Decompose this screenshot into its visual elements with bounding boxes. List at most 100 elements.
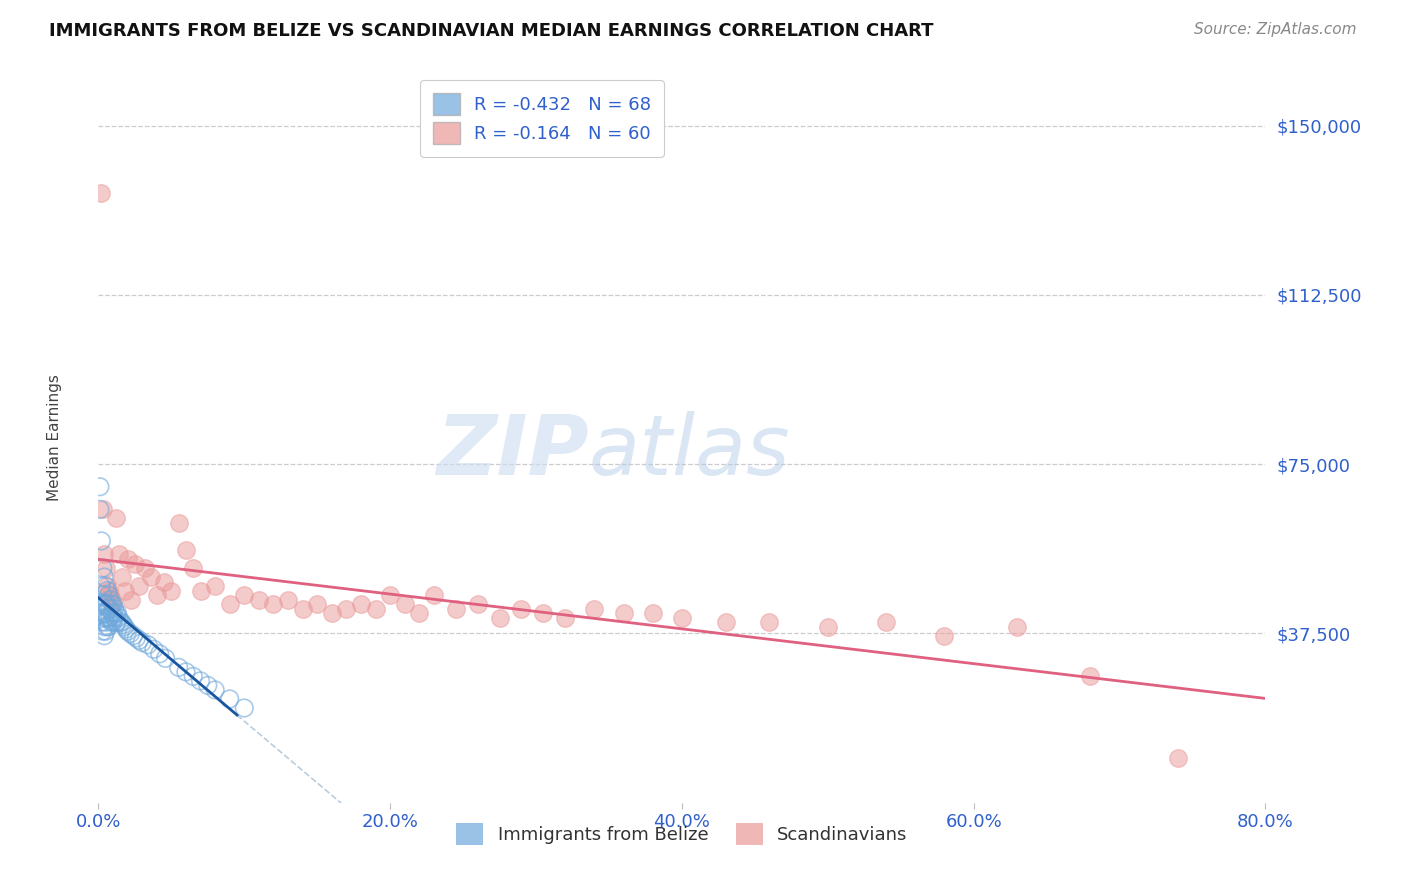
Point — [94, 624, 117, 639]
Point — [91, 502, 114, 516]
Text: Median Earnings: Median Earnings — [46, 374, 62, 500]
Point — [394, 597, 416, 611]
Point — [117, 624, 139, 639]
Point — [120, 626, 142, 640]
Point — [101, 597, 124, 611]
Point — [97, 583, 120, 598]
Point — [510, 601, 533, 615]
Point — [1080, 669, 1102, 683]
Point — [100, 597, 122, 611]
Point — [181, 561, 204, 575]
Point — [488, 610, 510, 624]
Point — [94, 561, 117, 575]
Point — [91, 624, 114, 639]
Point — [97, 601, 120, 615]
Point — [321, 606, 343, 620]
Point — [128, 633, 150, 648]
Point — [758, 615, 780, 630]
Point — [174, 665, 197, 679]
Point — [91, 588, 114, 602]
Point — [94, 606, 117, 620]
Point — [98, 588, 121, 602]
Point — [423, 588, 446, 602]
Point — [89, 502, 111, 516]
Point — [641, 606, 664, 620]
Point — [350, 597, 373, 611]
Point — [105, 606, 128, 620]
Point — [104, 511, 127, 525]
Text: Source: ZipAtlas.com: Source: ZipAtlas.com — [1194, 22, 1357, 37]
Point — [934, 629, 956, 643]
Point — [291, 601, 314, 615]
Point — [408, 606, 430, 620]
Point — [101, 606, 124, 620]
Point — [91, 561, 114, 575]
Point — [307, 597, 329, 611]
Point — [90, 579, 112, 593]
Point — [90, 533, 112, 548]
Point — [100, 606, 122, 620]
Point — [94, 615, 117, 630]
Point — [124, 557, 146, 571]
Point — [111, 615, 134, 630]
Point — [444, 601, 467, 615]
Point — [197, 678, 219, 692]
Point — [160, 583, 183, 598]
Text: IMMIGRANTS FROM BELIZE VS SCANDINAVIAN MEDIAN EARNINGS CORRELATION CHART: IMMIGRANTS FROM BELIZE VS SCANDINAVIAN M… — [49, 22, 934, 40]
Point — [108, 548, 131, 562]
Point — [131, 635, 153, 649]
Point — [100, 592, 122, 607]
Point — [115, 622, 138, 636]
Legend: Immigrants from Belize, Scandinavians: Immigrants from Belize, Scandinavians — [441, 809, 922, 860]
Point — [98, 601, 121, 615]
Point — [114, 583, 136, 598]
Point — [93, 629, 115, 643]
Point — [467, 597, 489, 611]
Point — [93, 570, 115, 584]
Point — [96, 583, 118, 598]
Point — [139, 570, 162, 584]
Point — [96, 610, 118, 624]
Point — [233, 701, 256, 715]
Point — [149, 647, 172, 661]
Point — [531, 606, 554, 620]
Point — [101, 597, 124, 611]
Point — [134, 561, 156, 575]
Point — [146, 588, 169, 602]
Point — [97, 588, 120, 602]
Point — [554, 610, 576, 624]
Point — [247, 592, 270, 607]
Point — [96, 579, 118, 593]
Text: atlas: atlas — [589, 411, 790, 492]
Point — [1167, 750, 1189, 764]
Point — [98, 592, 121, 607]
Point — [671, 610, 693, 624]
Point — [96, 597, 118, 611]
Point — [714, 615, 737, 630]
Point — [125, 631, 148, 645]
Point — [122, 629, 145, 643]
Point — [98, 610, 121, 624]
Point — [128, 579, 150, 593]
Point — [91, 606, 114, 620]
Point — [93, 597, 115, 611]
Point — [114, 620, 136, 634]
Point — [167, 516, 190, 530]
Point — [218, 597, 240, 611]
Point — [93, 620, 115, 634]
Point — [90, 606, 112, 620]
Point — [233, 588, 256, 602]
Point — [104, 606, 127, 620]
Point — [93, 548, 115, 562]
Point — [103, 610, 125, 624]
Point — [117, 552, 139, 566]
Point — [875, 615, 897, 630]
Point — [262, 597, 284, 611]
Point — [120, 592, 142, 607]
Point — [142, 642, 165, 657]
Point — [190, 583, 212, 598]
Point — [97, 610, 120, 624]
Point — [90, 615, 112, 630]
Point — [174, 543, 197, 558]
Point — [89, 597, 111, 611]
